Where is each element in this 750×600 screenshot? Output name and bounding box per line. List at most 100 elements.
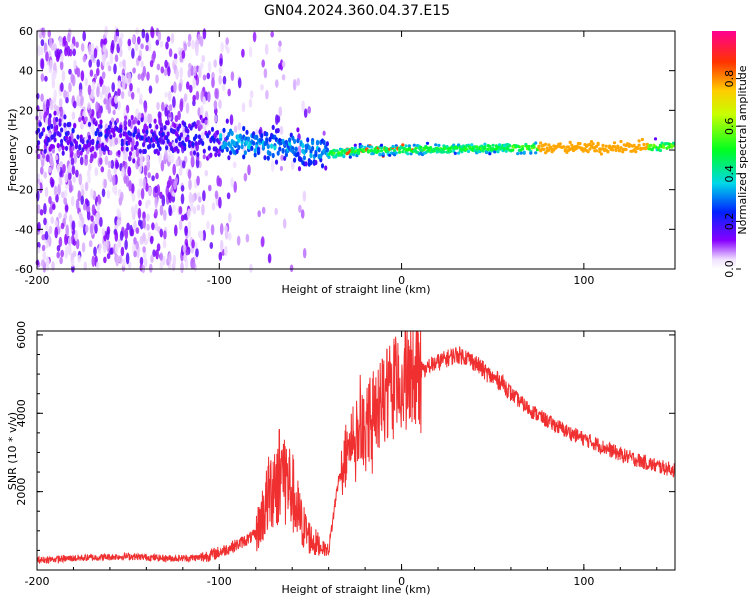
- spectrogram-noise-cell: [145, 44, 149, 52]
- spectrogram-noise-cell: [78, 176, 82, 183]
- spectrogram-band-cell: [37, 127, 41, 133]
- spectrogram-y-tick-label: -60: [15, 263, 33, 276]
- spectrogram-noise-cell: [196, 204, 201, 211]
- spectrogram-band-cell: [642, 142, 646, 147]
- spectrogram-band-cell: [407, 144, 411, 148]
- spectrogram-noise-cell: [121, 166, 125, 178]
- spectrogram-band-cell: [128, 151, 133, 157]
- spectrogram-noise-cell: [70, 157, 75, 166]
- spectrogram-noise-cell: [302, 190, 307, 202]
- spectrogram-band-cell: [621, 150, 625, 154]
- spectrogram-noise-cell: [164, 91, 168, 98]
- spectrogram-noise-cell: [125, 252, 130, 265]
- spectrogram-band-cell: [197, 134, 201, 140]
- spectrogram-noise-cell: [70, 195, 75, 207]
- spectrogram-noise-cell: [279, 125, 284, 135]
- spectrogram-noise-cell: [36, 246, 41, 254]
- spectrogram-band-cell: [148, 143, 152, 149]
- spectrogram-band-cell: [53, 131, 57, 137]
- spectrogram-noise-cell: [104, 155, 109, 166]
- spectrogram-band-cell: [212, 137, 216, 143]
- spectrogram-noise-cell: [136, 246, 140, 259]
- spectrogram-noise-cell: [137, 36, 141, 45]
- spectrogram-band-cell: [563, 148, 567, 152]
- spectrogram-noise-cell: [105, 239, 109, 250]
- spectrogram-band-cell: [37, 140, 41, 146]
- spectrogram-noise-cell: [124, 239, 128, 251]
- spectrogram-band-cell: [566, 145, 571, 149]
- spectrogram-noise-cell: [173, 81, 177, 94]
- spectrogram-noise-cell: [43, 203, 47, 215]
- spectrogram-noise-cell: [107, 160, 112, 169]
- spectrogram-noise-cell: [202, 28, 207, 40]
- spectrogram-noise-cell: [241, 48, 245, 58]
- spectrogram-noise-cell: [303, 108, 308, 118]
- spectrogram-noise-cell: [204, 170, 209, 177]
- spectrogram-noise-cell: [127, 90, 132, 97]
- spectrogram-band-cell: [288, 137, 292, 143]
- spectrogram-noise-cell: [168, 104, 173, 112]
- spectrogram-noise-cell: [56, 48, 61, 60]
- spectrogram-band-cell: [119, 132, 123, 138]
- spectrogram-noise-cell: [178, 219, 183, 231]
- spectrogram-noise-cell: [140, 43, 144, 50]
- spectrogram-band-cell: [393, 149, 397, 153]
- spectrogram-noise-cell: [53, 43, 57, 51]
- spectrogram-band-cell: [135, 140, 139, 147]
- spectrogram-noise-cell: [160, 160, 165, 172]
- spectrogram-band-cell: [84, 154, 88, 160]
- spectrogram-y-tick-label: 60: [19, 25, 33, 38]
- spectrogram-band-cell: [91, 145, 95, 152]
- spectrogram-band-cell: [263, 155, 267, 161]
- spectrogram-noise-cell: [278, 40, 282, 47]
- spectrogram-band-cell: [616, 144, 620, 148]
- spectrogram-band-cell: [158, 146, 162, 152]
- snr-x-tick-label: 0: [398, 575, 405, 588]
- spectrogram-band-cell: [296, 138, 300, 144]
- spectrogram-band-cell: [412, 143, 416, 147]
- spectrogram-band-cell: [414, 146, 418, 150]
- spectrogram-band-cell: [434, 143, 438, 147]
- spectrogram-band-cell: [537, 146, 541, 150]
- spectrogram-noise-cell: [191, 239, 195, 249]
- spectrogram-noise-cell: [175, 159, 180, 167]
- spectrogram-noise-cell: [122, 258, 126, 268]
- spectrogram-noise-cell: [140, 188, 145, 200]
- spectrogram-noise-cell: [118, 36, 123, 49]
- spectrogram-band-cell: [319, 157, 323, 163]
- spectrogram-noise-cell: [135, 227, 140, 235]
- spectrogram-band-cell: [71, 127, 75, 133]
- spectrogram-band-cell: [325, 141, 329, 147]
- spectrogram-band-cell: [99, 123, 103, 129]
- spectrogram-noise-cell: [128, 155, 132, 162]
- spectrogram-band-cell: [99, 131, 103, 137]
- spectrogram-noise-cell: [154, 185, 158, 194]
- spectrogram-noise-cell: [282, 218, 287, 229]
- spectrogram-band-cell: [650, 148, 654, 152]
- spectrogram-band-cell: [145, 125, 149, 131]
- spectrogram-noise-cell: [142, 246, 146, 253]
- spectrogram-band-cell: [608, 144, 612, 148]
- spectrogram-noise-cell: [60, 222, 65, 230]
- spectrogram-noise-cell: [138, 177, 143, 188]
- spectrogram-noise-cell: [59, 256, 63, 265]
- spectrogram-noise-cell: [117, 100, 121, 111]
- spectrogram-noise-cell: [95, 101, 99, 112]
- spectrogram-noise-cell: [192, 79, 196, 89]
- spectrogram-noise-cell: [195, 248, 199, 258]
- spectrogram-band-cell: [119, 127, 123, 133]
- spectrogram-band-cell: [133, 128, 137, 135]
- spectrogram-band-cell: [51, 148, 56, 154]
- spectrogram-band-cell: [294, 146, 298, 152]
- spectrogram-noise-cell: [130, 228, 135, 237]
- spectrogram-x-tick-label: 100: [573, 274, 594, 287]
- spectrogram-noise-cell: [263, 68, 268, 79]
- spectrogram-noise-cell: [91, 255, 96, 268]
- spectrogram-noise-cell: [191, 39, 195, 50]
- spectrogram-band-cell: [401, 150, 405, 154]
- spectrogram-noise-cell: [270, 31, 275, 38]
- spectrogram-noise-cell: [71, 74, 76, 87]
- spectrogram-noise-cell: [130, 205, 135, 216]
- spectrogram-noise-cell: [51, 71, 55, 83]
- spectrogram-band-cell: [227, 155, 231, 161]
